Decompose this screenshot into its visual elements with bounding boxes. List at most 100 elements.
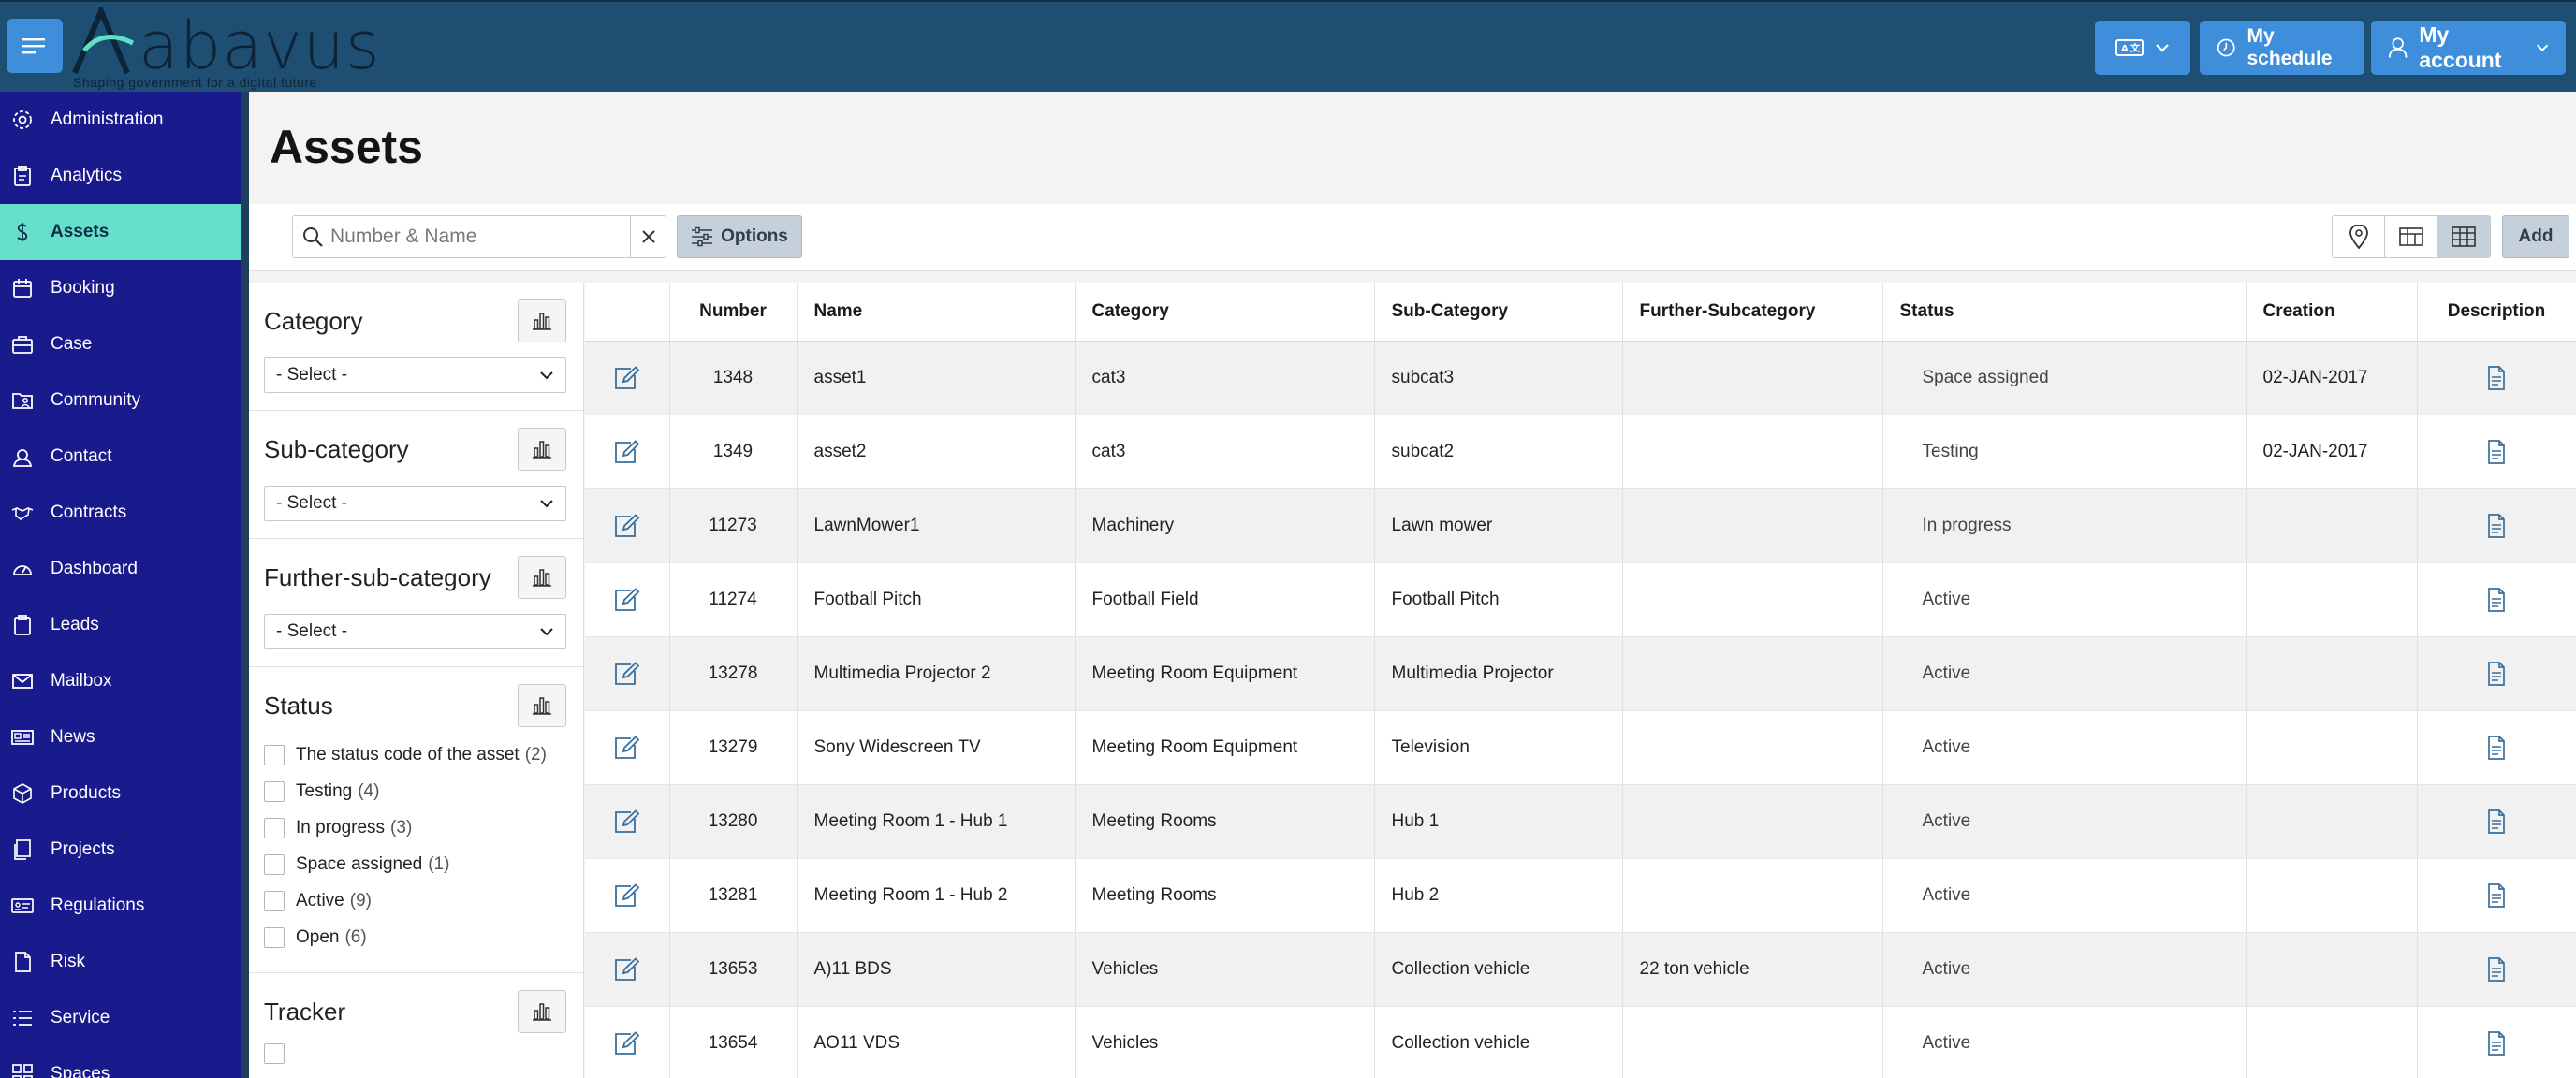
tracker-option[interactable] bbox=[264, 1035, 566, 1071]
edit-cell[interactable] bbox=[585, 488, 670, 563]
clear-search-button[interactable] bbox=[630, 216, 666, 257]
description-button[interactable] bbox=[2435, 882, 2559, 908]
map-view-button[interactable] bbox=[2333, 216, 2385, 257]
description-cell[interactable] bbox=[2417, 636, 2576, 711]
status-option[interactable]: The status code of the asset (2) bbox=[264, 736, 566, 773]
subcategory-select[interactable]: - Select - bbox=[264, 486, 566, 521]
description-button[interactable] bbox=[2435, 735, 2559, 760]
abavus-logo[interactable]: abavus Shaping government for a digital … bbox=[71, 4, 380, 92]
table-row[interactable]: 11274 Football Pitch Football Field Footbal… bbox=[585, 562, 2576, 637]
status-chart-button[interactable] bbox=[518, 684, 566, 727]
checkbox[interactable] bbox=[264, 744, 285, 765]
sidebar-item-news[interactable]: News bbox=[0, 709, 242, 765]
table-row[interactable]: 13279 Sony Widescreen TV Meeting Room Equi… bbox=[585, 710, 2576, 785]
status-option[interactable]: Active (9) bbox=[264, 882, 566, 919]
sidebar-item-products[interactable]: Products bbox=[0, 765, 242, 822]
description-button[interactable] bbox=[2435, 808, 2559, 834]
edit-cell[interactable] bbox=[585, 858, 670, 933]
edit-button[interactable] bbox=[602, 365, 652, 390]
edit-cell[interactable] bbox=[585, 710, 670, 785]
sidebar-item-regulations[interactable]: Regulations bbox=[0, 878, 242, 934]
edit-cell[interactable] bbox=[585, 636, 670, 711]
description-button[interactable] bbox=[2435, 661, 2559, 686]
sidebar-item-risk[interactable]: Risk bbox=[0, 934, 242, 990]
checkbox[interactable] bbox=[264, 890, 285, 911]
checkbox[interactable] bbox=[264, 853, 285, 875]
status-option[interactable]: In progress (3) bbox=[264, 809, 566, 846]
edit-button[interactable] bbox=[602, 808, 652, 834]
edit-cell[interactable] bbox=[585, 415, 670, 489]
column-header-subcategory[interactable]: Sub-Category bbox=[1374, 283, 1623, 342]
edit-button[interactable] bbox=[602, 1030, 652, 1056]
sidebar-item-administration[interactable]: Administration bbox=[0, 92, 242, 148]
table-row[interactable]: 13653 A)11 BDS Vehicles Collection vehicle 2… bbox=[585, 932, 2576, 1007]
edit-cell[interactable] bbox=[585, 784, 670, 859]
edit-cell[interactable] bbox=[585, 932, 670, 1007]
category-select[interactable]: - Select - bbox=[264, 357, 566, 393]
column-header-name[interactable]: Name bbox=[797, 283, 1076, 342]
further-subcategory-chart-button[interactable] bbox=[518, 556, 566, 599]
table-row[interactable]: 13654 AO11 VDS Vehicles Collection vehicle A… bbox=[585, 1006, 2576, 1078]
card-view-button[interactable] bbox=[2385, 216, 2437, 257]
sidebar-item-mailbox[interactable]: Mailbox bbox=[0, 653, 242, 709]
sidebar-item-spaces[interactable]: Spaces bbox=[0, 1046, 242, 1078]
checkbox[interactable] bbox=[264, 926, 285, 948]
sidebar-item-community[interactable]: Community bbox=[0, 372, 242, 429]
edit-button[interactable] bbox=[602, 956, 652, 982]
checkbox[interactable] bbox=[264, 817, 285, 838]
my-account-button[interactable]: My account bbox=[2371, 21, 2566, 75]
tracker-chart-button[interactable] bbox=[518, 990, 566, 1033]
table-row[interactable]: 1348 asset1 cat3 subcat3 Space assigned 02-JA… bbox=[585, 341, 2576, 415]
sidebar-item-service[interactable]: Service bbox=[0, 990, 242, 1046]
description-cell[interactable] bbox=[2417, 1006, 2576, 1078]
edit-button[interactable] bbox=[602, 513, 652, 538]
column-header-description[interactable]: Description bbox=[2417, 283, 2576, 342]
sidebar-item-assets[interactable]: Assets bbox=[0, 204, 242, 260]
edit-cell[interactable] bbox=[585, 1006, 670, 1078]
table-row[interactable]: 13278 Multimedia Projector 2 Meeting Room … bbox=[585, 636, 2576, 711]
table-row[interactable]: 11273 LawnMower1 Machinery Lawn mower In pro… bbox=[585, 488, 2576, 563]
description-button[interactable] bbox=[2435, 365, 2559, 390]
menu-toggle-button[interactable] bbox=[7, 19, 63, 73]
description-button[interactable] bbox=[2435, 1030, 2559, 1056]
edit-button[interactable] bbox=[602, 882, 652, 908]
add-button[interactable]: Add bbox=[2502, 215, 2569, 258]
edit-button[interactable] bbox=[602, 587, 652, 612]
options-button[interactable]: Options bbox=[677, 215, 802, 258]
language-button[interactable]: A 文 bbox=[2095, 21, 2190, 75]
status-option[interactable]: Testing (4) bbox=[264, 773, 566, 809]
column-header-category[interactable]: Category bbox=[1075, 283, 1375, 342]
description-cell[interactable] bbox=[2417, 858, 2576, 933]
description-button[interactable] bbox=[2435, 439, 2559, 464]
my-schedule-button[interactable]: My schedule bbox=[2200, 21, 2364, 75]
checkbox[interactable] bbox=[264, 1042, 285, 1064]
sidebar-item-projects[interactable]: Projects bbox=[0, 822, 242, 878]
table-row[interactable]: 13280 Meeting Room 1 - Hub 1 Meeting Rooms… bbox=[585, 784, 2576, 859]
description-cell[interactable] bbox=[2417, 488, 2576, 563]
sidebar-item-booking[interactable]: Booking bbox=[0, 260, 242, 316]
description-cell[interactable] bbox=[2417, 562, 2576, 637]
sidebar-item-analytics[interactable]: Analytics bbox=[0, 148, 242, 204]
sidebar-item-case[interactable]: Case bbox=[0, 316, 242, 372]
column-header-creation[interactable]: Creation bbox=[2246, 283, 2418, 342]
description-cell[interactable] bbox=[2417, 710, 2576, 785]
description-cell[interactable] bbox=[2417, 415, 2576, 489]
description-cell[interactable] bbox=[2417, 784, 2576, 859]
search-input[interactable] bbox=[330, 216, 611, 257]
description-button[interactable] bbox=[2435, 587, 2559, 612]
description-cell[interactable] bbox=[2417, 932, 2576, 1007]
edit-cell[interactable] bbox=[585, 341, 670, 415]
column-header-number[interactable]: Number bbox=[669, 283, 798, 342]
edit-button[interactable] bbox=[602, 661, 652, 686]
column-header-further-subcategory[interactable]: Further-Subcategory bbox=[1622, 283, 1883, 342]
table-view-button[interactable] bbox=[2437, 216, 2490, 257]
description-button[interactable] bbox=[2435, 956, 2559, 982]
description-cell[interactable] bbox=[2417, 341, 2576, 415]
table-row[interactable]: 13281 Meeting Room 1 - Hub 2 Meeting Rooms… bbox=[585, 858, 2576, 933]
checkbox[interactable] bbox=[264, 780, 285, 802]
edit-button[interactable] bbox=[602, 735, 652, 760]
edit-cell[interactable] bbox=[585, 562, 670, 637]
sidebar-item-leads[interactable]: Leads bbox=[0, 597, 242, 653]
subcategory-chart-button[interactable] bbox=[518, 428, 566, 471]
status-option[interactable]: Space assigned (1) bbox=[264, 846, 566, 882]
